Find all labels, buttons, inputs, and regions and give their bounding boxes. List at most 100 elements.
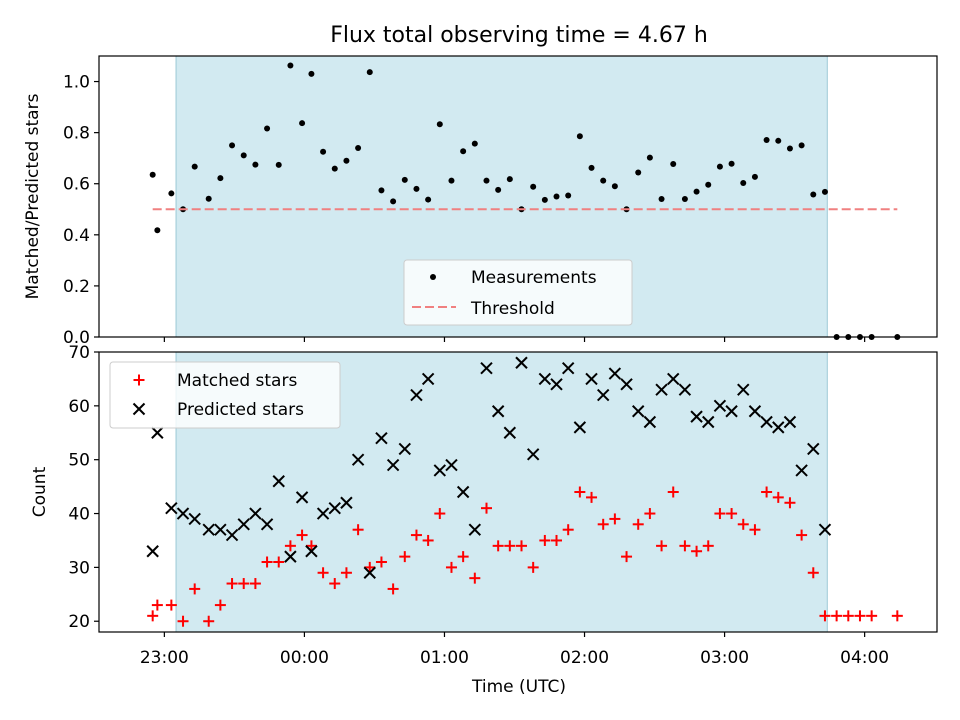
predicted-stars-point [214, 523, 227, 536]
x-b [146, 545, 159, 558]
measurement-point [154, 227, 161, 234]
matched-stars-point [352, 524, 364, 536]
predicted-stars-point [795, 464, 808, 477]
measurement-point [331, 165, 338, 172]
x-b [363, 566, 376, 579]
y-tick-label: 60 [68, 397, 90, 417]
matched-stars-point [749, 524, 761, 536]
measurement-point [320, 148, 327, 155]
predicted-stars-point [608, 367, 622, 380]
measurement-point [693, 188, 700, 195]
x-b [305, 545, 318, 558]
predicted-stars-point [433, 464, 447, 477]
predicted-stars-point [503, 426, 517, 439]
matched-stars-point [364, 561, 376, 573]
measurement-point [149, 171, 156, 178]
measurement-point [401, 176, 408, 183]
predicted-stars-point [375, 431, 388, 445]
matched-stars-point [203, 615, 215, 627]
matched-stars-point [165, 599, 177, 611]
measurement-point [378, 187, 385, 194]
measurement-point [600, 177, 607, 184]
legend-measurements-marker [430, 274, 436, 280]
measurement-point [740, 179, 747, 186]
x-b [295, 491, 309, 504]
series-matched-stars [147, 486, 903, 627]
x-b [445, 458, 458, 472]
predicted-stars-point [807, 442, 820, 456]
y-tick-label: 0.0 [63, 328, 90, 348]
predicted-stars-point [225, 528, 239, 542]
matched-stars-point [854, 610, 866, 622]
measurement-point [252, 161, 259, 168]
x-tick-label: 03:00 [700, 648, 749, 668]
predicted-stars-point [783, 415, 797, 429]
measurement-point [436, 121, 443, 128]
matched-stars-point [562, 524, 574, 536]
matched-stars-point [445, 561, 457, 573]
y-tick-label: 0.4 [63, 226, 90, 246]
x-b [748, 405, 762, 418]
measurement-point [217, 175, 224, 182]
x-b [737, 383, 750, 396]
predicted-stars-point [678, 383, 692, 396]
measurement-point [343, 157, 350, 164]
axes-frame [98, 351, 938, 633]
x-b [398, 442, 411, 456]
matched-stars-point [702, 540, 714, 552]
predicted-stars-point [295, 491, 309, 504]
x-b [795, 464, 808, 477]
measurement-point [681, 196, 688, 203]
predicted-stars-point [386, 458, 400, 472]
y-tick-label: 1.0 [63, 73, 90, 93]
measurement-point [240, 152, 247, 159]
predicted-stars-point [316, 507, 330, 520]
x-b [328, 501, 341, 515]
measurement-point [763, 137, 770, 144]
x-b [284, 550, 297, 563]
matched-stars-point [891, 610, 903, 622]
measurement-point [229, 142, 236, 149]
matched-stars-point [305, 540, 317, 552]
matched-stars-point [504, 540, 516, 552]
predicted-stars-point [748, 405, 762, 418]
measurement-point [751, 173, 758, 180]
measurement-point [530, 183, 537, 190]
y-axis-label: Matched/Predicted stars [23, 93, 43, 299]
measurement-point [786, 145, 793, 152]
series-predicted-stars [146, 356, 832, 579]
predicted-stars-point [690, 410, 703, 423]
matched-stars-point [261, 556, 273, 568]
measurement-point [716, 163, 723, 170]
matched-stars-point [609, 513, 621, 525]
matched-stars-point [387, 583, 399, 595]
predicted-stars-point [632, 405, 645, 418]
x-b [456, 485, 470, 499]
legend-measurements-label: Measurements [471, 268, 597, 288]
x-b [573, 421, 587, 434]
predicted-stars-point [620, 378, 633, 391]
matched-stars-point [284, 540, 296, 552]
matched-stars-point [422, 534, 434, 546]
matched-stars-point [772, 491, 784, 503]
x-b [667, 372, 680, 386]
measurement-point [191, 163, 198, 170]
measurement-point [658, 196, 665, 203]
legend: Matched stars Predicted stars [109, 361, 341, 429]
predicted-stars-point [284, 550, 297, 563]
measurement-point [448, 177, 455, 184]
measurement-point [670, 161, 677, 168]
predicted-stars-point [585, 372, 598, 386]
measurement-point [775, 137, 782, 144]
predicted-stars-point [363, 566, 376, 579]
matched-stars-point [597, 518, 609, 530]
series-measurements [149, 62, 901, 340]
measurement-point [471, 140, 478, 147]
x-b [316, 507, 330, 520]
x-b [713, 399, 727, 413]
y-tick-label: 20 [68, 612, 90, 632]
matched-stars-point [726, 508, 738, 520]
predicted-stars-point [667, 372, 680, 386]
matched-stars-point [340, 567, 352, 579]
